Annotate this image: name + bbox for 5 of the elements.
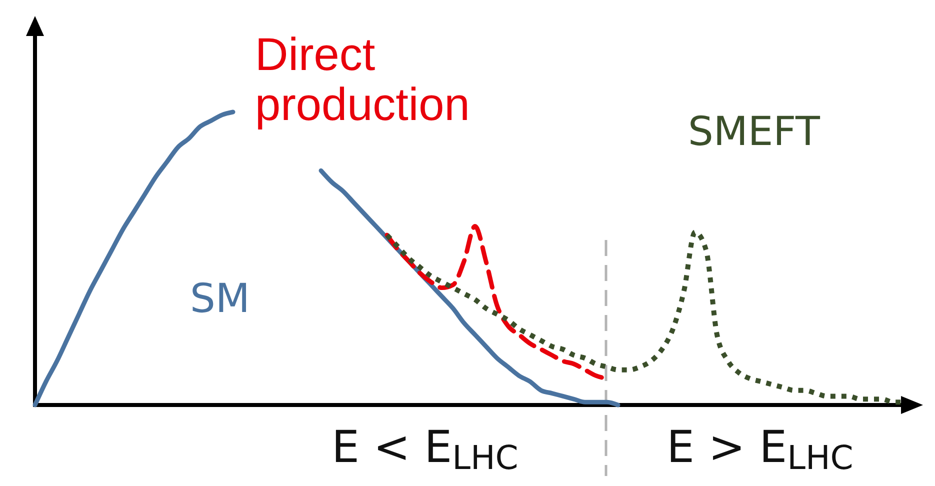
text: SM <box>190 276 250 322</box>
text: E < E$_{LHC}$ <box>332 422 518 478</box>
text: Direct production <box>255 28 470 130</box>
series-label: SMEFT <box>688 109 820 155</box>
text: E > E$_{LHC}$ <box>666 422 854 478</box>
